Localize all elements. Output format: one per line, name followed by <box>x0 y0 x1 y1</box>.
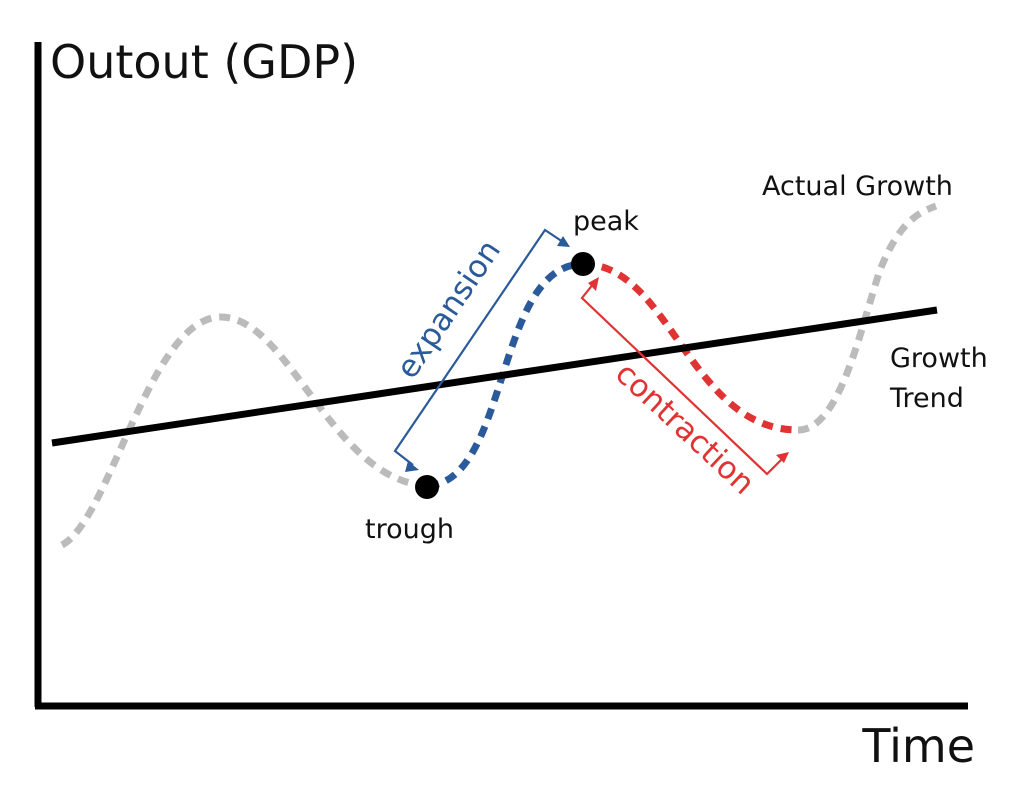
contraction-bracket <box>580 282 784 476</box>
y-axis-title: Outout (GDP) <box>50 35 358 89</box>
growth-trend-label-line2: Trend <box>889 383 964 414</box>
peak-marker <box>571 252 595 276</box>
actual-growth-curve-right <box>797 202 938 434</box>
actual-growth-label: Actual Growth <box>762 171 953 202</box>
growth-trend-label-line1: Growth <box>890 343 988 374</box>
x-axis-title: Time <box>861 719 975 773</box>
growth-trend-line <box>51 306 938 447</box>
expansion-bracket <box>393 228 564 466</box>
expansion-arrowhead-top <box>557 236 570 247</box>
trough-marker <box>415 475 439 499</box>
trough-label: trough <box>365 514 454 545</box>
peak-label: peak <box>573 206 639 237</box>
actual-growth-curve-left <box>60 313 429 549</box>
expansion-arrowhead-bottom <box>405 461 419 472</box>
contraction-label: contraction <box>608 356 761 502</box>
contraction-arrowhead-bottom <box>776 452 789 463</box>
contraction-arrowhead-top <box>588 277 599 291</box>
